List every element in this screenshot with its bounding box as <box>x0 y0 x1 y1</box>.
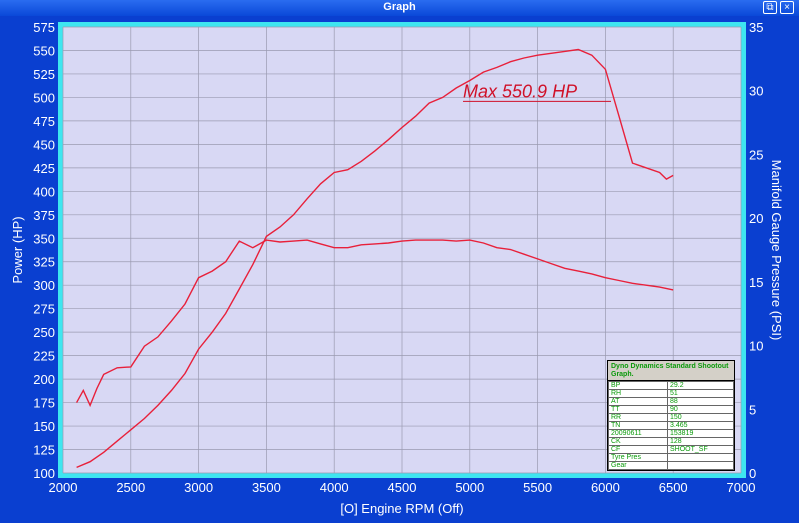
window-titlebar: Graph ⧉ × <box>0 0 799 16</box>
legend-row: RH 51 <box>608 389 734 398</box>
legend-key: BP <box>608 381 668 390</box>
x-tick-label: 4500 <box>388 480 417 495</box>
y2-tick-label: 10 <box>749 339 763 354</box>
x-tick-label: 4000 <box>320 480 349 495</box>
y2-tick-label: 25 <box>749 147 763 162</box>
x-tick-label: 5500 <box>523 480 552 495</box>
legend-key: RH <box>608 389 668 398</box>
power-chart: 2000 2500 3000 3500 4000 4500 5000 5500 6000 6500… <box>10 20 784 516</box>
y2-tick-label: 15 <box>749 275 763 290</box>
restore-button[interactable]: ⧉ <box>763 1 777 14</box>
legend-value <box>667 461 734 470</box>
legend-value: 51 <box>667 389 734 398</box>
y2-tick-label: 20 <box>749 211 763 226</box>
legend-row: BP 29.2 <box>608 381 734 390</box>
close-button[interactable]: × <box>780 1 794 14</box>
legend-key: CK <box>608 437 668 446</box>
legend-value: 90 <box>667 405 734 414</box>
y-tick-label: 200 <box>33 372 55 387</box>
legend-key: CF <box>608 445 668 454</box>
y-tick-label: 350 <box>33 231 55 246</box>
legend-row: CK 128 <box>608 437 734 446</box>
legend-key: Gear <box>608 461 668 470</box>
series-line-1 <box>76 48 674 469</box>
x-tick-label: 5000 <box>455 480 484 495</box>
y-tick-label: 425 <box>33 161 55 176</box>
legend-value: 3.465 <box>667 421 734 430</box>
legend-key: 20090611 <box>608 429 668 438</box>
legend-value: 153819 <box>667 429 734 438</box>
y-axis-label: Power (HP) <box>10 216 25 283</box>
x-tick-label: 2000 <box>49 480 78 495</box>
y2-tick-label: 0 <box>749 466 756 481</box>
legend-value <box>667 453 734 462</box>
x-tick-label: 6500 <box>659 480 688 495</box>
max-hp-annotation: Max 550.9 HP <box>463 81 577 101</box>
x-tick-label: 3000 <box>184 480 213 495</box>
y2-tick-label: 30 <box>749 84 763 99</box>
y-tick-label: 275 <box>33 302 55 317</box>
legend-row: TT 90 <box>608 405 734 414</box>
y-tick-label: 250 <box>33 325 55 340</box>
run-info-legend: Dyno Dynamics Standard Shootout Graph. B… <box>607 360 735 471</box>
x-axis-label: [O] Engine RPM (Off) <box>340 501 463 516</box>
legend-table: BP 29.2 RH 51 AT 88 TT 90 RR 150 TN 3.465 20090611 15… <box>608 381 734 470</box>
y-tick-label: 550 <box>33 43 55 58</box>
y-tick-label: 525 <box>33 67 55 82</box>
legend-row: TN 3.465 <box>608 421 734 430</box>
y-tick-label: 175 <box>33 396 55 411</box>
y-tick-label: 450 <box>33 137 55 152</box>
y-tick-label: 150 <box>33 419 55 434</box>
y-tick-label: 100 <box>33 466 55 481</box>
legend-value: 29.2 <box>667 381 734 390</box>
legend-row: AT 88 <box>608 397 734 406</box>
y-tick-label: 225 <box>33 349 55 364</box>
legend-value: SHOOT_SF <box>667 445 734 454</box>
y-tick-label: 325 <box>33 255 55 270</box>
y-tick-label: 500 <box>33 90 55 105</box>
legend-value: 150 <box>667 413 734 422</box>
y-tick-label: 125 <box>33 443 55 458</box>
legend-row: RR 150 <box>608 413 734 422</box>
x-tick-label: 7000 <box>727 480 756 495</box>
legend-row: Gear <box>608 461 734 470</box>
legend-key: Tyre Pres <box>608 453 668 462</box>
window-title: Graph <box>383 1 416 13</box>
legend-row: Tyre Pres <box>608 453 734 462</box>
y-tick-label: 475 <box>33 114 55 129</box>
y-tick-label: 375 <box>33 208 55 223</box>
y2-tick-label: 35 <box>749 20 763 35</box>
legend-key: AT <box>608 397 668 406</box>
legend-value: 88 <box>667 397 734 406</box>
x-tick-label: 3500 <box>252 480 281 495</box>
y-tick-label: 300 <box>33 278 55 293</box>
legend-key: RR <box>608 413 668 422</box>
x-tick-label: 6000 <box>591 480 620 495</box>
legend-row: 20090611 153819 <box>608 429 734 438</box>
series-line-2 <box>75 239 674 408</box>
y2-axis-label: Manifold Gauge Pressure (PSI) <box>769 160 784 341</box>
legend-key: TN <box>608 421 668 430</box>
x-tick-label: 2500 <box>116 480 145 495</box>
legend-row: CF SHOOT_SF <box>608 445 734 454</box>
legend-value: 128 <box>667 437 734 446</box>
graph-panel: 2000 2500 3000 3500 4000 4500 5000 5500 6000 6500… <box>0 16 799 523</box>
legend-header: Dyno Dynamics Standard Shootout Graph. <box>608 361 734 381</box>
y-tick-label: 400 <box>33 184 55 199</box>
y-tick-label: 575 <box>33 20 55 35</box>
legend-key: TT <box>608 405 668 414</box>
y2-tick-label: 5 <box>749 402 756 417</box>
